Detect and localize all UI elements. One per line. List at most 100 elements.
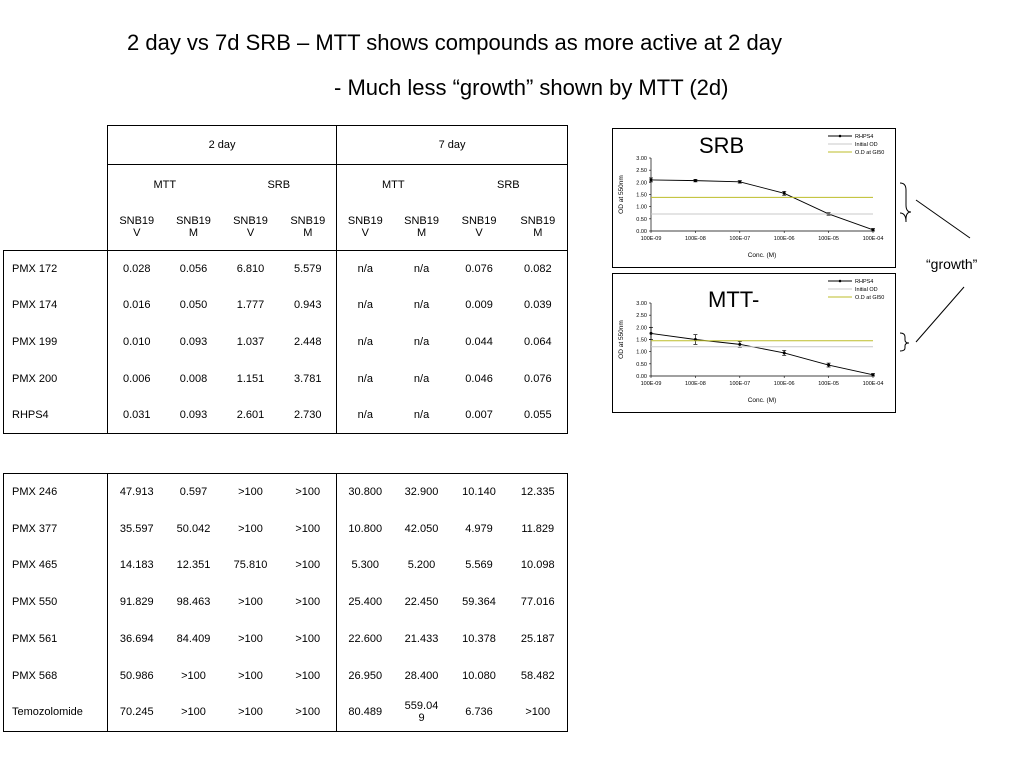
table-cell: 10.378 [462,633,496,646]
data-point [782,191,786,195]
table-cell: 84.409 [176,633,211,646]
table-cell: 70.245 [107,694,166,732]
mtt-chart-frame [612,273,896,413]
table-cell: n/a [393,396,450,434]
compound-name: PMX 561 [3,620,108,658]
table-cell: 36.694 [107,620,166,658]
table-row: PMX 568 50.986 >100 >100 >100 26.950 28.400 10.… [3,657,568,695]
y-axis-label: OD at 550nm [618,175,625,214]
table-cell: 4.979 [465,522,493,535]
table-cell: 5.200 [407,559,436,572]
y-tick-label: 1.00 [636,205,647,211]
x-tick-label: 100E-06 [774,381,795,387]
x-tick-label: 100E-04 [863,381,884,387]
compound-name: PMX 199 [3,323,108,361]
compound-name: PMX 465 [3,547,108,584]
table-cell: 1.151 [236,372,265,385]
compound-name: PMX 568 [3,657,108,695]
compound-name: PMX 550 [3,583,108,621]
legend-label: Initial OD [855,142,878,148]
table-row: RHPS4 0.031 0.093 2.601 2.730 n/a n/a 0.007 0.05… [3,396,569,434]
series-line [650,179,874,231]
table-cell: n/a [336,287,394,324]
table-cell: 77.016 [508,583,568,621]
table-cell: 47.913 [107,473,166,511]
mtt-chart: 0.00 0.50 1.00 1.50 2.00 2.50 3.00 100E-09 100E-… [618,279,884,404]
x-tick-label: 100E-04 [863,236,884,242]
table-cell: 58.482 [508,657,568,695]
header-cell-v: SNB19 V [107,204,166,251]
growth-connector-top [915,199,971,239]
table-cell: n/a [336,396,394,434]
legend-label: Initial OD [855,287,878,293]
x-axis-label: Conc. (M) [748,252,777,259]
table-cell: >100 [279,694,337,732]
table-cell: 0.050 [179,299,208,312]
table-cell: 0.008 [179,372,208,385]
data-point [871,373,875,377]
table-cell: 5.300 [336,547,394,584]
table-cell: 0.044 [465,335,493,348]
table-cell: 32.900 [393,473,450,511]
table-cell: 50.986 [107,657,166,695]
table-cell: 2.448 [294,335,322,348]
table-cell: 0.028 [107,250,166,288]
table-cell: 0.016 [107,287,166,324]
table-cell: 22.450 [404,596,439,609]
y-tick-label: 1.50 [636,193,647,199]
table-cell: n/a [413,372,430,385]
table-cell: n/a [413,263,430,276]
gi50-table-bottom: PMX 246 47.913 0.597 >100 >100 30.800 32.900 10… [3,473,568,732]
table-cell: 30.800 [336,473,394,511]
mtt-growth-brace [899,332,910,352]
table-cell: 0.076 [508,360,569,397]
y-tick-label: 2.00 [636,325,647,331]
x-tick-label: 100E-09 [641,236,662,242]
header-srb-2d: SRB [267,178,291,191]
mtt-chart-title: MTT- [708,287,760,312]
table-cell: 14.183 [107,547,166,584]
header-cell-m: SNB19 M [279,204,337,251]
table-cell: 35.597 [107,510,166,548]
table-row: PMX 561 36.694 84.409 >100 >100 22.600 21.433 1… [3,620,568,658]
table-cell: 6.736 [449,694,509,732]
table-cell: >100 [295,596,321,609]
compound-name: PMX 172 [3,250,108,288]
legend-marker [838,279,842,283]
table-cell: 0.055 [508,396,569,434]
gi50-table-top: 2 day 7 day MTT SRB MTT SRB SNB19 V SNB1… [3,125,569,434]
table-cell: 25.400 [336,583,394,621]
table-cell: 0.064 [508,323,569,361]
table-cell: 0.082 [508,250,569,288]
table-cell: 75.810 [233,559,268,572]
x-tick-label: 100E-06 [774,236,795,242]
x-tick-label: 100E-08 [685,381,706,387]
table-row: PMX 200 0.006 0.008 1.151 3.781 n/a n/a 0.046 0.… [3,360,569,397]
table-cell: 2.601 [221,396,280,434]
header-cell-m: SNB19 M [393,204,450,251]
y-tick-label: 1.00 [636,350,647,356]
data-point [782,351,786,355]
table-cell: 0.006 [107,360,166,397]
table-cell: n/a [336,323,394,361]
table-cell: 1.037 [236,335,265,348]
table-row: PMX 172 0.028 0.056 6.810 5.579 n/a n/a 0.076 0.… [3,250,569,288]
table-cell: 2.730 [279,396,337,434]
header-srb-7d: SRB [449,164,569,205]
table-cell: 3.781 [294,372,322,385]
y-axis-label: OD at 550nm [618,320,625,359]
srb-chart: 0.00 0.50 1.00 1.50 2.00 2.50 3.00 100E-09 100E-… [618,134,884,259]
header-cell-m: SNB19 M [165,204,222,251]
data-point [649,331,653,335]
table-cell: 12.335 [508,473,568,511]
table-cell: n/a [336,250,394,288]
legend-label: O.D at GI50 [855,150,884,156]
table-cell: 559.04 9 [393,694,450,732]
table-cell: 5.579 [294,263,322,276]
compound-name: PMX 246 [3,473,108,511]
x-tick-label: 100E-07 [729,236,750,242]
data-point [738,342,742,346]
table-cell: 0.007 [449,396,509,434]
table-row: PMX 550 91.829 98.463 >100 >100 25.400 22.450 5… [3,583,568,621]
